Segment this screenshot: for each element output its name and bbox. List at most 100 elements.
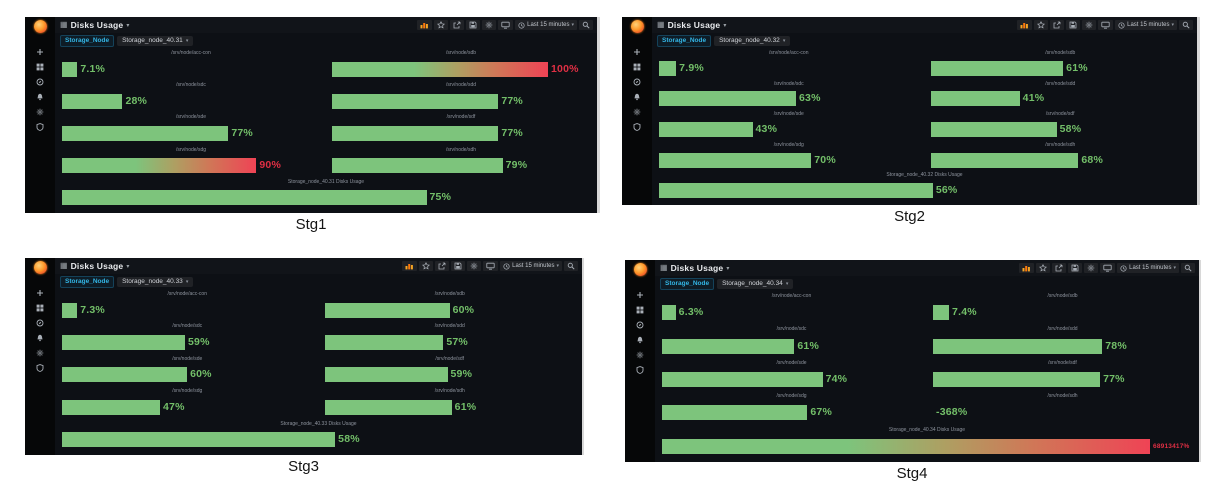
sidebar-item-configuration-gear[interactable] [36,107,44,116]
search-button[interactable] [564,261,578,271]
add-panel-icon [1022,266,1031,272]
grafana-logo-icon[interactable] [33,261,47,274]
save-button[interactable] [1066,20,1081,30]
search-button[interactable] [1181,263,1195,273]
panel-title: /srv/node/sde [776,359,807,366]
sidebar-item-alerting-bell[interactable] [636,335,644,344]
panel-title: /srv/node/sdb [1047,293,1078,299]
disk-usage-panel: /srv/node/sdf 77% [933,359,1192,392]
sidebar-item-configuration-gear[interactable] [36,348,44,357]
search-button[interactable] [1179,20,1193,30]
dashboard-title[interactable]: Disks Usage [667,20,721,30]
sidebar-item-dashboards-grid[interactable] [636,305,644,314]
sidebar-item-plus[interactable] [636,290,644,299]
sidebar-item-explore-compass[interactable] [36,318,44,327]
dashboard-title[interactable]: Disks Usage [670,263,724,273]
sidebar-item-configuration-gear[interactable] [633,107,641,116]
disk-usage-panel: /srv/node/sdd 41% [930,80,1191,111]
share-button[interactable] [435,261,450,271]
dashboard-title[interactable]: Disks Usage [70,261,124,271]
time-range-picker[interactable]: Last 15 minutes ▾ [1115,20,1177,30]
dashboard-grid-icon: ▦ [660,263,668,272]
save-button[interactable] [1068,263,1083,273]
dashboard-title-group[interactable]: ▦ Disks Usage ▾ [652,20,726,30]
search-button[interactable] [579,20,593,30]
tv-cycle-button[interactable] [1098,20,1114,30]
sidebar-item-alerting-bell[interactable] [633,92,641,101]
disk-usage-panel: /srv/node/acc-con 7.1% [62,49,320,81]
template-variables-row: Storage_Node Storage_node_40.33 ▾ [55,274,582,289]
dashboard-title-group[interactable]: ▦ Disks Usage ▾ [55,20,129,30]
sidebar-item-dashboards-grid[interactable] [36,62,44,71]
grafana-logo-icon[interactable] [630,20,644,33]
template-variables-row: Storage_Node Storage_node_40.32 ▾ [652,33,1197,48]
sidebar-item-explore-compass[interactable] [36,77,44,86]
panel-title: /srv/node/sdh [445,146,477,153]
variable-value-dropdown[interactable]: Storage_node_40.32 ▾ [714,35,791,46]
explore-compass-icon [36,319,44,326]
sidebar-item-server-admin-shield[interactable] [633,122,641,131]
dashboard-settings-button[interactable] [1084,263,1099,273]
sidebar-item-plus[interactable] [36,288,44,297]
disk-usage-panel: /srv/node/sdh 61% [324,387,576,419]
chevron-down-icon: ▾ [126,263,130,270]
sidebar-item-configuration-gear[interactable] [636,350,644,359]
dashboards-grid-icon [633,63,641,70]
variable-value-dropdown[interactable]: Storage_node_40.33 ▾ [117,276,194,287]
tv-cycle-button[interactable] [1100,263,1116,273]
save-button[interactable] [466,20,481,30]
sidebar-item-server-admin-shield[interactable] [36,122,44,131]
sidebar-item-alerting-bell[interactable] [36,333,44,342]
add-panel-button[interactable] [1017,20,1033,30]
dashboard-title-group[interactable]: ▦ Disks Usage ▾ [55,261,129,271]
disk-usage-panel: /srv/node/sdf 77% [332,113,590,145]
star-button[interactable] [434,20,449,30]
sidebar-item-server-admin-shield[interactable] [36,363,44,372]
gauge-bar-green [662,338,795,354]
add-panel-button[interactable] [402,261,418,271]
add-panel-button[interactable] [1019,263,1035,273]
share-button[interactable] [450,20,465,30]
add-panel-button[interactable] [417,20,433,30]
sidebar-item-server-admin-shield[interactable] [636,365,644,374]
share-button[interactable] [1050,20,1065,30]
screenshot-caption-stg2: Stg2 [894,208,925,225]
star-button[interactable] [1034,20,1049,30]
panel-title: Storage_node_40.31 Disks Usage [287,178,365,185]
sidebar-item-explore-compass[interactable] [636,320,644,329]
panel-grid: /srv/node/acc-con 7.3%/srv/node/sdb 60%/sr… [55,289,582,455]
grafana-logo-icon[interactable] [33,20,47,33]
grafana-logo-icon[interactable] [633,263,647,276]
star-button[interactable] [419,261,434,271]
star-button[interactable] [1036,263,1051,273]
save-button[interactable] [451,261,466,271]
dashboard-header: ▦ Disks Usage ▾ Last 15 minutes ▾ [655,260,1199,276]
gauge-value: 6.3% [678,306,704,319]
configuration-gear-icon [36,108,44,115]
bar-gauge: 74% [662,367,921,392]
sidebar-item-explore-compass[interactable] [633,77,641,86]
dashboard-header: ▦ Disks Usage ▾ Last 15 minutes ▾ [55,258,582,274]
dashboard-settings-button[interactable] [467,261,482,271]
star-icon [1039,264,1048,272]
dashboard-settings-button[interactable] [1082,20,1097,30]
sidebar-item-dashboards-grid[interactable] [36,303,44,312]
time-range-picker[interactable]: Last 15 minutes ▾ [500,261,562,271]
dashboard-settings-button[interactable] [482,20,497,30]
sidebar-item-plus[interactable] [633,47,641,56]
dashboard-title-group[interactable]: ▦ Disks Usage ▾ [655,263,729,273]
tv-cycle-button[interactable] [483,261,499,271]
sidebar-item-dashboards-grid[interactable] [633,62,641,71]
time-range-picker[interactable]: Last 15 minutes ▾ [1117,263,1179,273]
sidebar-item-alerting-bell[interactable] [36,92,44,101]
bottom-disk-usage-panel: Storage_node_40.32 Disks Usage 56% [659,171,1190,202]
tv-cycle-button[interactable] [498,20,514,30]
dashboard-title[interactable]: Disks Usage [70,20,124,30]
sidebar-item-plus[interactable] [36,47,44,56]
share-button[interactable] [1052,263,1067,273]
variable-value-dropdown[interactable]: Storage_node_40.31 ▾ [117,35,194,46]
gauge-value: 75% [429,191,452,204]
time-range-picker[interactable]: Last 15 minutes ▾ [515,20,577,30]
toolbar: Last 15 minutes ▾ [1017,20,1197,30]
variable-value-dropdown[interactable]: Storage_node_40.34 ▾ [717,278,794,289]
